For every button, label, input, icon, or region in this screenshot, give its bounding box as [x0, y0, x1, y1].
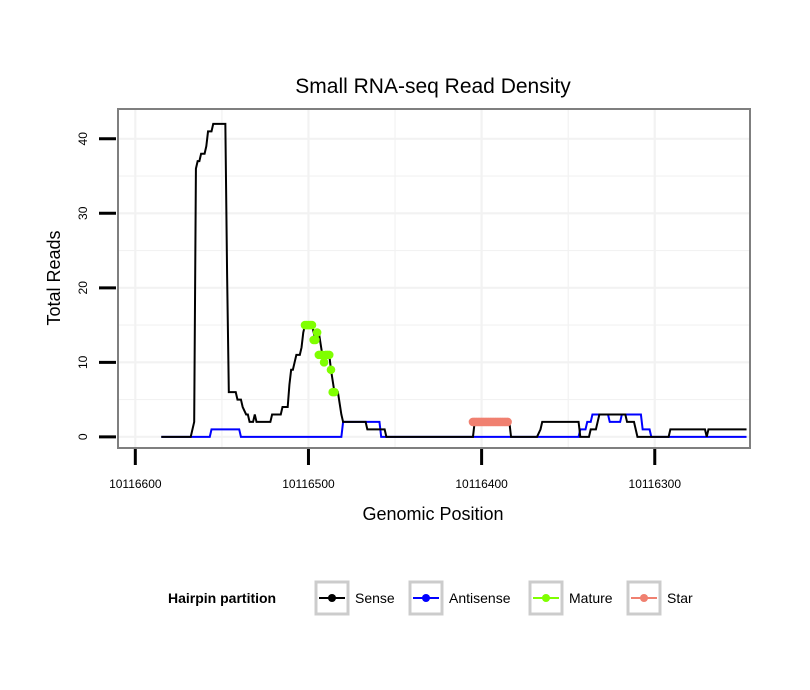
y-axis: 0 10 20 30 40: [76, 132, 116, 440]
x-tick-label: 10116500: [282, 477, 335, 491]
x-axis: 10116600 10116500 10116400 10116300: [109, 449, 681, 491]
legend-item-star: Star: [626, 580, 693, 616]
x-axis-title: Genomic Position: [362, 504, 503, 524]
mature-point: [326, 365, 336, 375]
mature-point: [312, 328, 322, 337]
x-tick-label: 10116400: [455, 477, 508, 491]
mature-point: [319, 358, 329, 367]
legend-label-sense: Sense: [355, 590, 395, 606]
antisense-series-line: [161, 413, 747, 438]
plot-border: [117, 108, 751, 449]
legend-key-point-star: [640, 594, 648, 602]
legend-key-point-mature: [542, 594, 550, 602]
y-tick-label: 10: [76, 355, 90, 369]
y-axis-title: Total Reads: [44, 230, 64, 325]
chart-title: Small RNA-seq Read Density: [295, 75, 571, 98]
y-tick-label: 0: [76, 433, 90, 440]
mature-point: [330, 387, 339, 397]
x-tick-label: 10116300: [629, 477, 682, 491]
legend-item-antisense: Antisense: [408, 580, 511, 616]
mature-point: [324, 350, 334, 360]
star-point: [503, 417, 512, 427]
legend-key-point-antisense: [422, 594, 430, 602]
plot-background: [118, 109, 750, 448]
legend-item-mature: Mature: [528, 580, 613, 616]
y-tick-label: 30: [76, 206, 90, 220]
legend-label-mature: Mature: [569, 590, 613, 606]
legend-item-sense: Sense: [314, 580, 395, 616]
y-tick-label: 40: [76, 132, 90, 146]
y-tick-label: 20: [76, 281, 90, 295]
legend-key-point-sense: [328, 594, 336, 602]
mature-point: [307, 320, 317, 330]
x-tick-label: 10116600: [109, 477, 162, 491]
legend-title: Hairpin partition: [168, 590, 276, 606]
legend: Hairpin partition Sense Antisense Mature St…: [168, 580, 693, 616]
legend-label-antisense: Antisense: [449, 590, 511, 606]
mature-point: [311, 335, 320, 345]
legend-label-star: Star: [667, 590, 693, 606]
grid: [118, 109, 750, 448]
series-layer: [161, 122, 747, 438]
